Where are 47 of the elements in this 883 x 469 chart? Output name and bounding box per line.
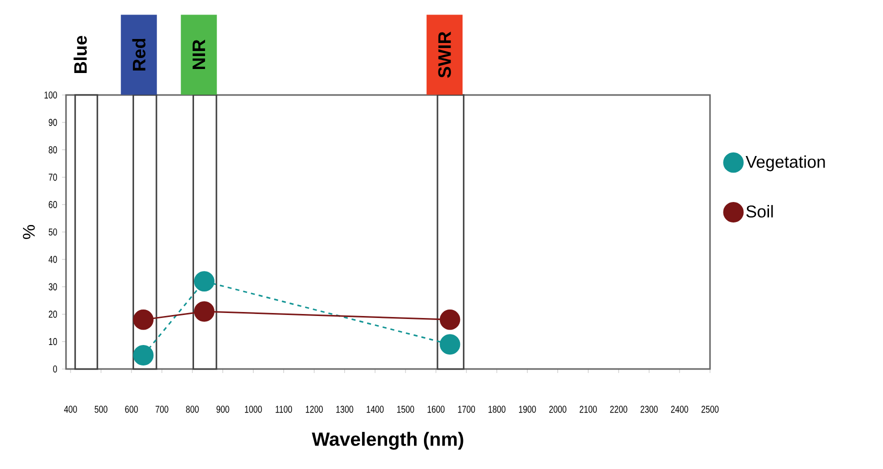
- x-tick-label: 400: [64, 406, 77, 413]
- point: [133, 309, 154, 330]
- y-tick-label: 10: [49, 338, 57, 346]
- x-tick-label: 1100: [276, 406, 292, 413]
- x-tick-label: 2200: [610, 406, 628, 413]
- x-tick-label: 800: [186, 406, 199, 413]
- y-tick-label: 30: [48, 283, 57, 290]
- y-tick-label: 90: [48, 118, 57, 126]
- band-label: SWIR: [438, 32, 451, 78]
- x-tick-label: 2500: [702, 406, 719, 413]
- y-tick-label: 40: [48, 256, 57, 263]
- x-tick-label: 1900: [519, 406, 536, 413]
- x-tick-label: 1200: [306, 406, 323, 413]
- point: [440, 334, 460, 355]
- y-tick-label: 60: [48, 201, 57, 208]
- x-tick-label: 1300: [336, 406, 354, 413]
- point: [194, 301, 214, 322]
- y-tick-label: 0: [53, 365, 57, 373]
- legend-label: Soil: [746, 205, 773, 218]
- y-axis-title: %: [22, 225, 35, 239]
- x-tick-label: 1400: [366, 406, 384, 413]
- x-tick-label: 500: [94, 406, 108, 413]
- x-tick-label: 2300: [640, 406, 658, 413]
- x-tick-label: 1700: [458, 406, 475, 413]
- band-label: NIR: [192, 40, 206, 70]
- x-tick-label: 600: [125, 406, 138, 413]
- point: [194, 271, 214, 292]
- x-tick-label: 2100: [580, 406, 597, 413]
- x-tick-label: 900: [216, 406, 230, 413]
- y-tick-label: 70: [48, 174, 57, 181]
- x-tick-label: 1600: [428, 406, 445, 413]
- x-tick-label: 2000: [549, 406, 566, 413]
- band-label: Red: [132, 38, 146, 71]
- x-tick-label: 1800: [488, 406, 506, 413]
- x-tick-label: 700: [156, 406, 168, 413]
- y-tick-label: 100: [44, 91, 57, 99]
- legend-label: Vegetation: [746, 155, 825, 172]
- y-tick-label: 50: [48, 228, 57, 236]
- point: [440, 309, 460, 330]
- x-axis-title: Wavelength (nm): [312, 432, 464, 450]
- x-tick-label: 1500: [397, 406, 414, 413]
- y-tick-label: 20: [48, 310, 57, 318]
- y-tick-label: 80: [48, 146, 57, 154]
- x-tick-label: 1000: [244, 406, 262, 413]
- x-tick-label: 2400: [671, 406, 688, 413]
- band-label: Blue: [74, 36, 87, 74]
- point: [133, 345, 154, 366]
